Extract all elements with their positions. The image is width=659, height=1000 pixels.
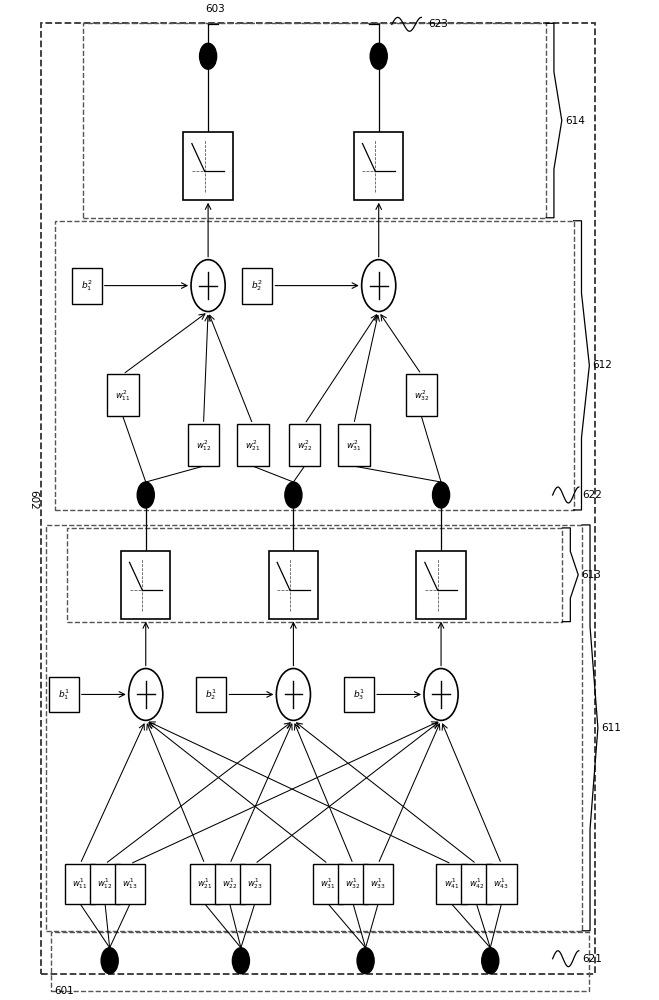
FancyBboxPatch shape xyxy=(405,374,437,416)
FancyBboxPatch shape xyxy=(338,424,370,466)
Text: $w^1_{22}$: $w^1_{22}$ xyxy=(222,876,238,891)
FancyBboxPatch shape xyxy=(269,551,318,619)
Text: $b^1_2$: $b^1_2$ xyxy=(206,687,217,702)
Text: 614: 614 xyxy=(565,116,585,126)
Circle shape xyxy=(233,948,250,974)
FancyBboxPatch shape xyxy=(313,864,343,904)
Circle shape xyxy=(362,260,396,312)
Text: 623: 623 xyxy=(428,19,448,29)
Circle shape xyxy=(424,669,458,720)
Circle shape xyxy=(370,43,387,69)
Text: $b^2_1$: $b^2_1$ xyxy=(81,278,93,293)
Circle shape xyxy=(285,482,302,508)
FancyBboxPatch shape xyxy=(237,424,269,466)
FancyBboxPatch shape xyxy=(338,864,368,904)
Text: 603: 603 xyxy=(205,4,225,14)
Text: 601: 601 xyxy=(54,986,74,996)
Text: $w^2_{31}$: $w^2_{31}$ xyxy=(346,438,362,453)
Circle shape xyxy=(137,482,154,508)
Text: $w^2_{12}$: $w^2_{12}$ xyxy=(196,438,212,453)
Circle shape xyxy=(101,948,118,974)
Text: 621: 621 xyxy=(582,954,602,964)
Text: $w^1_{41}$: $w^1_{41}$ xyxy=(444,876,459,891)
Circle shape xyxy=(129,669,163,720)
FancyBboxPatch shape xyxy=(115,864,145,904)
FancyBboxPatch shape xyxy=(354,132,403,200)
Text: 611: 611 xyxy=(601,723,621,733)
Text: $w^1_{12}$: $w^1_{12}$ xyxy=(98,876,113,891)
Text: $b^1_1$: $b^1_1$ xyxy=(58,687,70,702)
FancyBboxPatch shape xyxy=(190,864,220,904)
Text: 622: 622 xyxy=(582,490,602,500)
FancyBboxPatch shape xyxy=(461,864,492,904)
FancyBboxPatch shape xyxy=(72,268,101,304)
Circle shape xyxy=(276,669,310,720)
Circle shape xyxy=(191,260,225,312)
Text: $w^1_{33}$: $w^1_{33}$ xyxy=(370,876,386,891)
FancyBboxPatch shape xyxy=(65,864,96,904)
Circle shape xyxy=(482,948,499,974)
FancyBboxPatch shape xyxy=(90,864,120,904)
Text: $b^2_2$: $b^2_2$ xyxy=(252,278,263,293)
FancyBboxPatch shape xyxy=(188,424,219,466)
Text: $w^2_{32}$: $w^2_{32}$ xyxy=(413,388,429,403)
Text: $w^1_{42}$: $w^1_{42}$ xyxy=(469,876,484,891)
FancyBboxPatch shape xyxy=(240,864,270,904)
Text: $w^2_{22}$: $w^2_{22}$ xyxy=(297,438,312,453)
FancyBboxPatch shape xyxy=(344,677,374,712)
Text: $w^2_{11}$: $w^2_{11}$ xyxy=(115,388,130,403)
FancyBboxPatch shape xyxy=(49,677,79,712)
Text: $w^2_{21}$: $w^2_{21}$ xyxy=(245,438,260,453)
Circle shape xyxy=(432,482,449,508)
FancyBboxPatch shape xyxy=(183,132,233,200)
FancyBboxPatch shape xyxy=(243,268,272,304)
FancyBboxPatch shape xyxy=(289,424,320,466)
Text: $w^1_{43}$: $w^1_{43}$ xyxy=(494,876,509,891)
FancyBboxPatch shape xyxy=(416,551,466,619)
FancyBboxPatch shape xyxy=(436,864,467,904)
Text: 602: 602 xyxy=(28,490,38,510)
Text: $b^1_3$: $b^1_3$ xyxy=(353,687,365,702)
FancyBboxPatch shape xyxy=(486,864,517,904)
Text: $w^1_{23}$: $w^1_{23}$ xyxy=(246,876,263,891)
FancyBboxPatch shape xyxy=(107,374,138,416)
Text: $w^1_{11}$: $w^1_{11}$ xyxy=(72,876,88,891)
Text: $w^1_{31}$: $w^1_{31}$ xyxy=(320,876,336,891)
FancyBboxPatch shape xyxy=(121,551,171,619)
FancyBboxPatch shape xyxy=(215,864,245,904)
Circle shape xyxy=(200,43,217,69)
Circle shape xyxy=(357,948,374,974)
Text: $w^1_{13}$: $w^1_{13}$ xyxy=(122,876,138,891)
FancyBboxPatch shape xyxy=(363,864,393,904)
Text: $w^1_{21}$: $w^1_{21}$ xyxy=(197,876,213,891)
Text: 612: 612 xyxy=(592,360,612,370)
Text: 613: 613 xyxy=(581,570,602,580)
FancyBboxPatch shape xyxy=(196,677,227,712)
Text: $w^1_{32}$: $w^1_{32}$ xyxy=(345,876,361,891)
